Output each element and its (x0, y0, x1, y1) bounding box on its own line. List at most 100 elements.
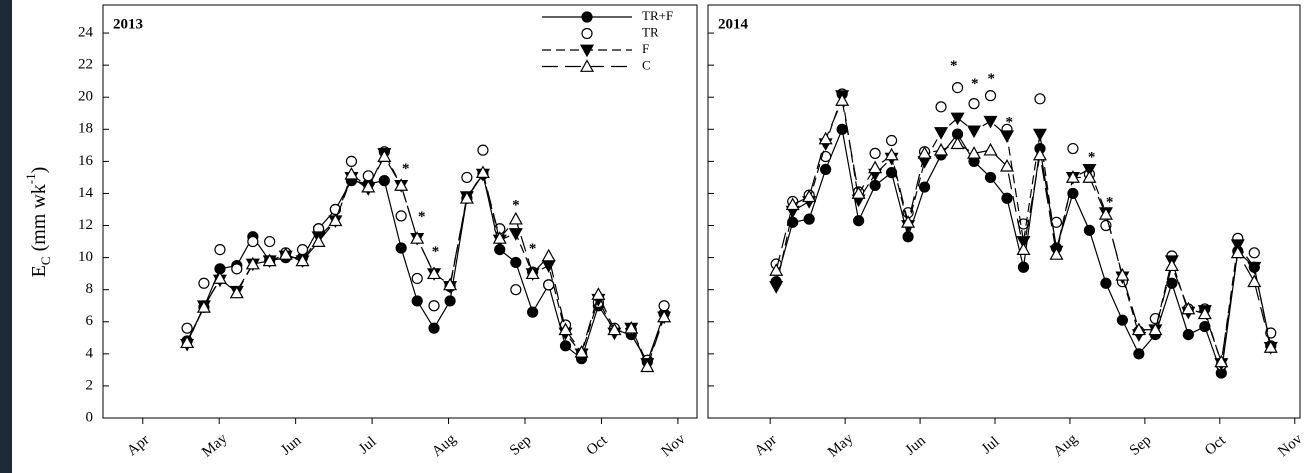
marker (986, 172, 996, 182)
series-line (187, 157, 664, 367)
legend-label: TR+F (642, 8, 673, 23)
x-tick-label: Aug (429, 431, 459, 460)
marker (544, 280, 554, 290)
marker (870, 180, 880, 190)
marker (770, 282, 782, 293)
x-tick-label: Sep (507, 432, 535, 459)
marker (1101, 278, 1111, 288)
y-axis-label-part: (mm wk (28, 184, 50, 256)
y-tick-label: 12 (78, 217, 93, 233)
annotation: * (402, 161, 410, 177)
marker (248, 237, 258, 247)
marker (1002, 193, 1012, 203)
x-tick-label: Jul (979, 434, 1003, 458)
chart: 024681012141618202224AprMayJunJulAugSepO… (0, 0, 1307, 473)
marker (869, 162, 881, 173)
panel-title: 2013 (113, 16, 143, 32)
marker (199, 278, 209, 288)
x-tick-label: Sep (1127, 432, 1155, 459)
series-line (776, 100, 1271, 361)
y-axis-label-part: E (28, 265, 50, 277)
marker (854, 216, 864, 226)
marker (969, 99, 979, 109)
marker (215, 245, 225, 255)
annotation: * (1106, 195, 1114, 211)
x-tick-label: Apr (752, 432, 780, 459)
marker (821, 164, 831, 174)
annotation: * (418, 209, 426, 225)
marker (429, 323, 439, 333)
marker (561, 341, 571, 351)
marker (462, 172, 472, 182)
marker (582, 12, 592, 22)
marker (1084, 225, 1094, 235)
marker (182, 323, 192, 333)
y-axis-label-part: ) (28, 167, 50, 174)
y-tick-label: 10 (78, 249, 93, 265)
y-tick-label: 2 (86, 377, 94, 393)
page: {"chart_data": [ {"type": "line", "title… (0, 0, 1307, 473)
x-tick-label: Apr (124, 432, 152, 459)
y-axis-label-part: C (38, 256, 53, 265)
x-tick-label: Aug (1051, 431, 1081, 460)
x-tick-label: Oct (584, 432, 612, 459)
annotation: * (1088, 150, 1096, 166)
x-tick-label: May (199, 430, 231, 460)
y-tick-label: 22 (78, 57, 93, 73)
marker (935, 128, 947, 139)
marker (412, 296, 422, 306)
y-tick-label: 18 (78, 121, 93, 137)
annotation: * (971, 76, 979, 92)
background-strip (0, 0, 12, 473)
marker (936, 102, 946, 112)
marker (543, 250, 555, 261)
marker (1183, 330, 1193, 340)
marker (429, 301, 439, 311)
x-tick-label: Nov (1275, 431, 1305, 460)
annotation: * (950, 58, 958, 74)
marker (478, 145, 488, 155)
marker (1117, 315, 1127, 325)
legend-label: TR (642, 24, 659, 39)
panel-title: 2014 (718, 16, 749, 32)
marker (232, 264, 242, 274)
marker (837, 124, 847, 134)
marker (903, 232, 913, 242)
marker (870, 148, 880, 158)
marker (659, 301, 669, 311)
annotation: * (1005, 114, 1013, 130)
y-tick-label: 16 (78, 153, 94, 169)
annotation: * (432, 244, 440, 260)
x-tick-label: Jun (278, 432, 305, 458)
marker (396, 243, 406, 253)
y-axis-label-part: -1 (23, 173, 38, 184)
marker (412, 273, 422, 283)
x-tick-label: May (825, 430, 857, 460)
annotation: * (512, 198, 520, 214)
marker (820, 133, 832, 144)
marker (920, 182, 930, 192)
marker (887, 136, 897, 146)
marker (511, 257, 521, 267)
marker (968, 126, 980, 137)
marker (346, 156, 356, 166)
y-tick-label: 14 (78, 185, 94, 201)
marker (511, 285, 521, 295)
marker (1249, 248, 1259, 258)
marker (592, 289, 604, 300)
marker (445, 296, 455, 306)
x-tick-label: Jun (903, 432, 930, 458)
marker (1018, 262, 1028, 272)
x-tick-label: Oct (1202, 432, 1230, 459)
marker (1166, 260, 1178, 271)
marker (1068, 144, 1078, 154)
marker (986, 91, 996, 101)
y-axis-label: EC (mm wk-1) (23, 167, 53, 278)
marker (953, 83, 963, 93)
series-line (776, 96, 1271, 364)
x-tick-label: Nov (658, 431, 688, 460)
marker (1035, 94, 1045, 104)
annotation: * (529, 241, 537, 257)
marker (985, 144, 997, 155)
annotation: * (988, 71, 996, 87)
